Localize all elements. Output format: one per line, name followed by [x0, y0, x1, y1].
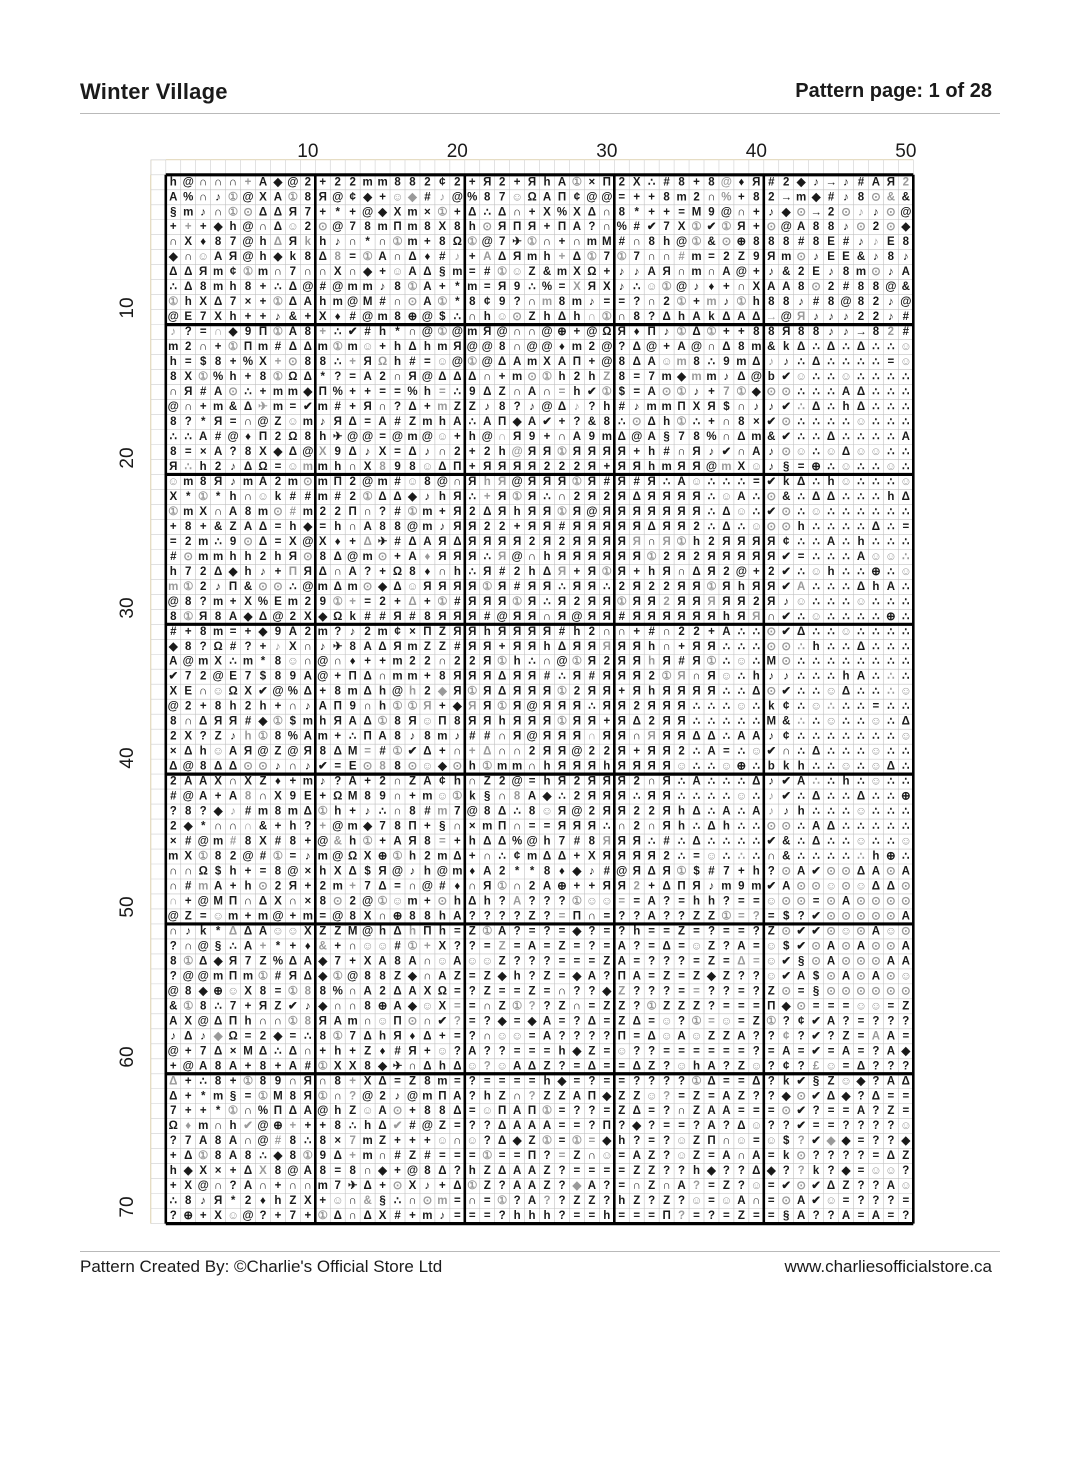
- svg-text:2◆*∩∩∩&+h?+@m◆78Π+§∩×mΠ∩==ЯЯЯ∴: 2 ◆ * ∩ ∩ ∩ & + h? + @ m ◆ 7 8 Π + § ∩ × m Π ∩ = = Я Я Я ∴ ∩ 2 ∩ Яh ∴ Δh ∴ ∴…: [170, 821, 910, 833]
- svg-text:2X?Z♪h①8%Am+∴ΠA8♪8m♪##∩Я@ЯЯЯ∩Я: 2 X? Z ♪ h ① 8% Am + ∴ Π A 8 ♪ 8 m ♪ # # ∩ Я @ Я Я Я ∩ Я Я ∩ Я Я Я Δ Δ ∴ A A…: [170, 730, 912, 743]
- svg-text:+X@∩?A∩+∩∩m7✈Δ+⊙X♪+Δ①Z?AAZ?◆A?: + X @ ∩? A ∩ + ∩ ∩ m 7 ✈ Δ + ⊙ X ♪ + Δ ① Z? A A Z? ◆ A? = ∩ Z ∩ A? = Z? ☺…: [170, 1179, 912, 1192]
- svg-text:∩#mA+h⊙2Я+2m+7Δ=∩@#♦∩Я①∩2A⊕++Я: ∩ # m A + h ⊙ 2 Я +2 m +7 Δ = ∩ @ # ♦ ∩ Я ① ∩ 2 A ⊕ + + Я Я 2 + Δ Π Я ♪ m 9 m…: [169, 879, 911, 892]
- svg-text:∩+@MΠ∩ΔX∩×8⊙2@①☺m+⊙hΔh?A???①☺☺: ∩ + @ M Π ∩ Δ X ∩ × 8 ⊙ 2 @ ① ☺ m + ⊙ h Δh? A??? ① ☺ ☺ = = A? = h h? = =…: [169, 894, 911, 907]
- svg-text:@∩+m&Δ✈m=✔m#+Я∩?Δ+mZZ♪8?♪@Δ♪?h: @ ∩ + m & Δ ✈ m = ✔ m # + Я ∩? Δ + m Z Z ♪ 8? ♪ @ Δ ♪? h # ♪ m m Π X Я $ ∩ ♪…: [168, 401, 910, 413]
- svg-text:&①8∴7+ЯZ✔♪◆∩∩8⊕A◆☺X==∩Z①??Z∩=Z: & ① 8 ∴ 7 + Я Z ✔ ♪ ◆ ∩ ∩ 8 ⊕ A ◆ ☺ X = = ∩ Z ①?? Z ∩ = Z Z? ① Z Z Z? = = =…: [169, 999, 909, 1012]
- svg-text:?∩@§∴A+*+♦&+∩☺☺#①+X??=Z=A=Z=?=: ? ∩ @ § ∴ A + * + ♦ & + ∩ ☺ ☺ # ① + X?? = Z = A = Z =? = A? = Δ = ☺ Z? A =…: [170, 939, 910, 952]
- svg-text:×#@m#8X#8+@&h①+AЯ8=+hΔΔ%@h7#8Я: × # @ m #8 X #8 + @ & h ① + A Я 8 = + h Δ Δ% @ h 7 #8 Я Я Я ∴ # ∴ Δ ∴ ∴ ∴ ∴…: [170, 835, 912, 848]
